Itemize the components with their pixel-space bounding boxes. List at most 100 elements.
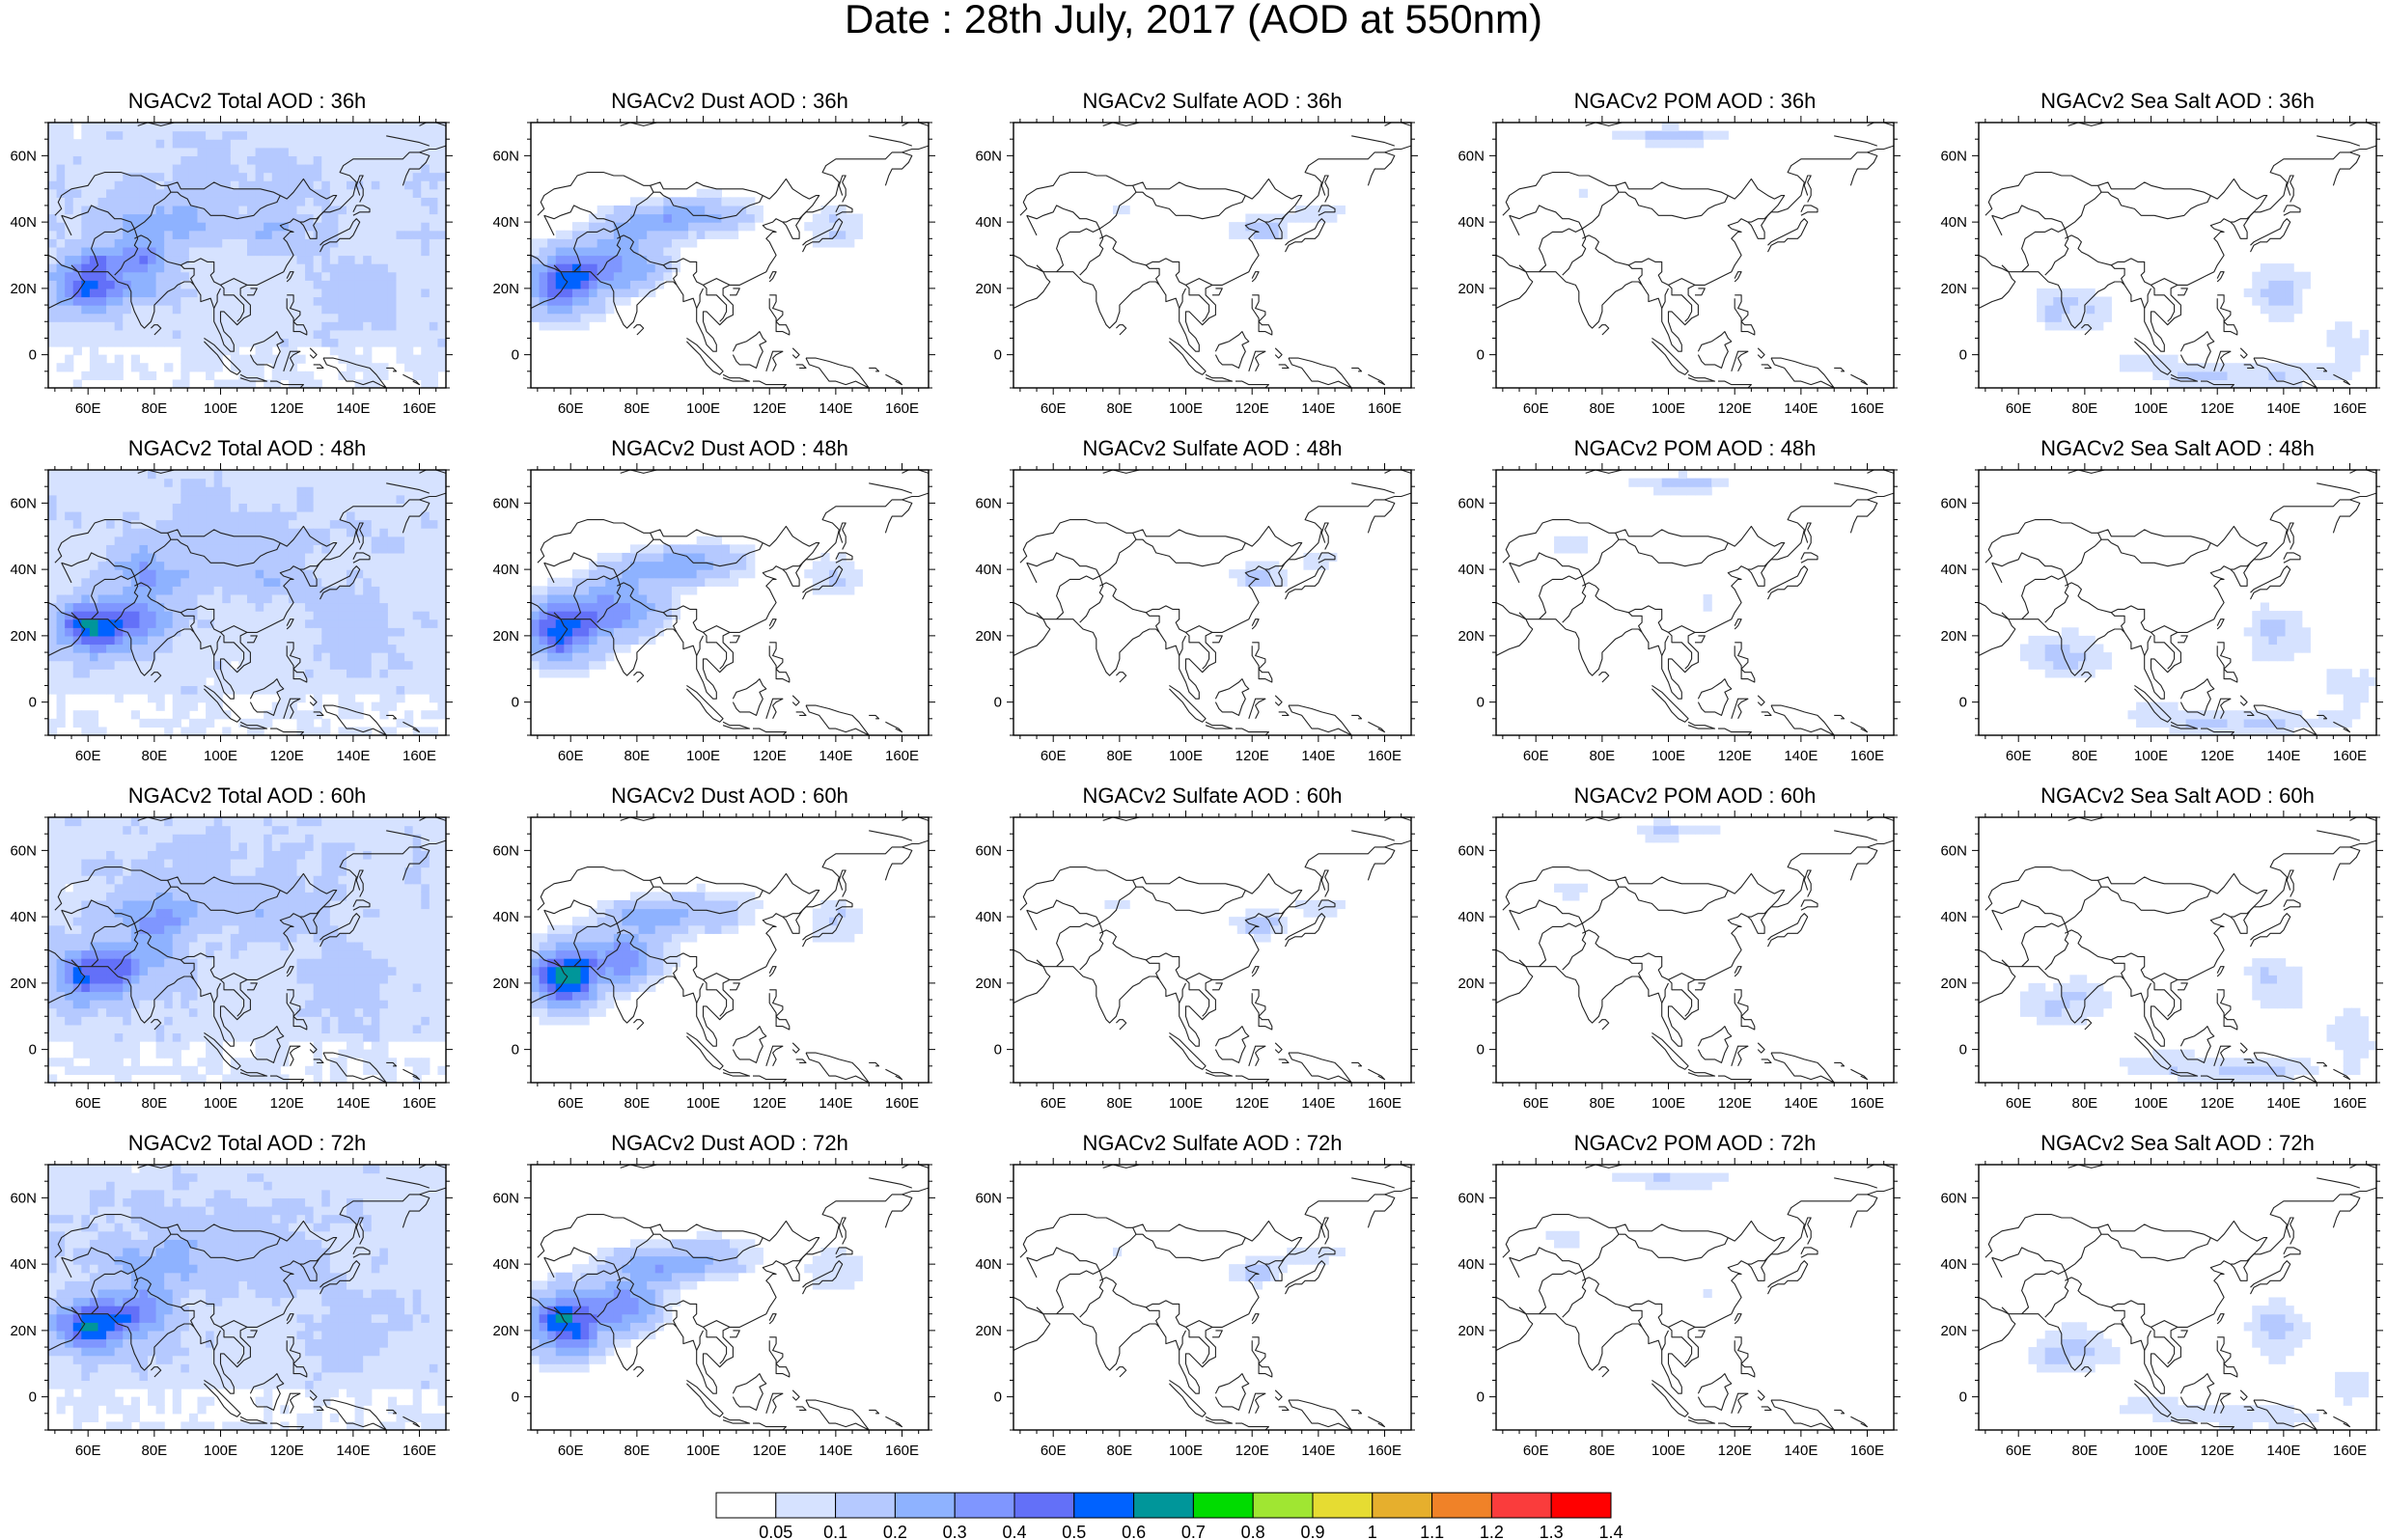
aod-cell	[1229, 222, 1238, 232]
aod-cell	[338, 652, 347, 662]
aod-cell	[180, 478, 190, 487]
aod-cell	[280, 569, 290, 579]
aod-cell	[81, 329, 91, 340]
aod-cell	[1554, 544, 1564, 554]
aod-cell	[313, 255, 322, 264]
aod-cell	[321, 230, 331, 239]
aod-cell	[721, 213, 731, 223]
aod-cell	[130, 321, 141, 331]
aod-cell	[654, 593, 664, 604]
aod-cell	[363, 586, 373, 595]
aod-cell	[296, 569, 306, 579]
aod-cell	[363, 611, 373, 620]
aod-cell	[280, 296, 290, 306]
aod-cell	[48, 494, 58, 504]
aod-cell	[123, 528, 132, 537]
aod-cell	[605, 263, 615, 273]
aod-cell	[222, 280, 232, 289]
aod-cell	[379, 510, 389, 521]
aod-cell	[197, 188, 207, 198]
aod-cell	[347, 510, 356, 521]
aod-cell	[580, 238, 590, 248]
aod-cell	[371, 644, 380, 653]
aod-cell	[829, 205, 839, 215]
aod-cell	[296, 710, 306, 720]
aod-cell	[197, 213, 207, 223]
aod-cell	[255, 561, 264, 570]
aod-cell	[89, 718, 99, 728]
aod-cell	[2086, 660, 2096, 670]
aod-cell	[89, 313, 99, 322]
aod-cell	[123, 519, 132, 529]
aod-cell	[2086, 296, 2096, 306]
coastline	[286, 294, 308, 336]
aod-cell	[164, 172, 174, 181]
coastline	[1770, 357, 1835, 388]
aod-cell	[564, 652, 573, 662]
aod-cell	[264, 288, 273, 298]
aod-cell	[65, 676, 74, 687]
aod-cell	[206, 470, 215, 480]
aod-cell	[247, 296, 257, 306]
aod-cell	[164, 123, 174, 132]
aod-cell	[421, 321, 430, 331]
aod-cell	[172, 701, 181, 711]
aod-cell	[197, 718, 207, 728]
lon-tick-label: 120E	[753, 400, 787, 417]
aod-cell	[264, 602, 273, 612]
coastline	[1800, 205, 1818, 216]
aod-cell	[89, 478, 99, 487]
aod-cell	[305, 676, 315, 687]
aod-cell	[329, 577, 340, 587]
coastline	[696, 635, 704, 656]
aod-cell	[164, 213, 174, 223]
aod-cell	[247, 519, 257, 529]
aod-cell	[188, 635, 199, 646]
coastline	[732, 331, 767, 369]
aod-cell	[2293, 296, 2303, 306]
lat-tick-label: 40N	[492, 214, 519, 231]
aod-cell	[1719, 478, 1729, 487]
aod-cell	[155, 313, 165, 322]
aod-cell	[296, 602, 306, 612]
aod-cell	[329, 669, 340, 678]
aod-cell	[271, 569, 281, 579]
aod-cell	[288, 147, 298, 156]
aod-cell	[421, 222, 430, 232]
aod-cell	[696, 222, 706, 232]
aod-cell	[255, 486, 264, 496]
aod-cell	[647, 619, 656, 628]
aod-cell	[56, 611, 66, 620]
coastline	[2216, 294, 2238, 336]
coastline	[782, 562, 803, 570]
aod-cell	[81, 288, 91, 298]
aod-cell	[1645, 139, 1654, 149]
aod-cell	[1578, 536, 1589, 545]
aod-cell	[155, 519, 165, 529]
aod-cell	[338, 669, 347, 678]
aod-cell	[97, 363, 107, 372]
aod-cell	[180, 577, 190, 587]
aod-cell	[206, 494, 215, 504]
aod-cell	[531, 602, 541, 612]
aod-cell	[114, 238, 124, 248]
aod-cell	[72, 593, 82, 604]
aod-cell	[654, 611, 664, 620]
aod-cell	[846, 213, 855, 223]
aod-cell	[347, 619, 356, 628]
aod-cell	[371, 635, 380, 646]
aod-cell	[114, 280, 124, 289]
coastline	[553, 492, 929, 700]
coastline	[869, 714, 880, 720]
aod-cell	[671, 222, 681, 232]
aod-cell	[296, 130, 306, 140]
aod-cell	[2343, 346, 2352, 356]
aod-cell	[206, 139, 215, 149]
aod-cell	[2194, 718, 2204, 728]
aod-cell	[379, 536, 389, 545]
aod-cell	[123, 155, 132, 165]
aod-cell	[622, 296, 631, 306]
aod-cell	[305, 123, 315, 132]
aod-cell	[148, 718, 157, 728]
aod-cell	[230, 569, 240, 579]
